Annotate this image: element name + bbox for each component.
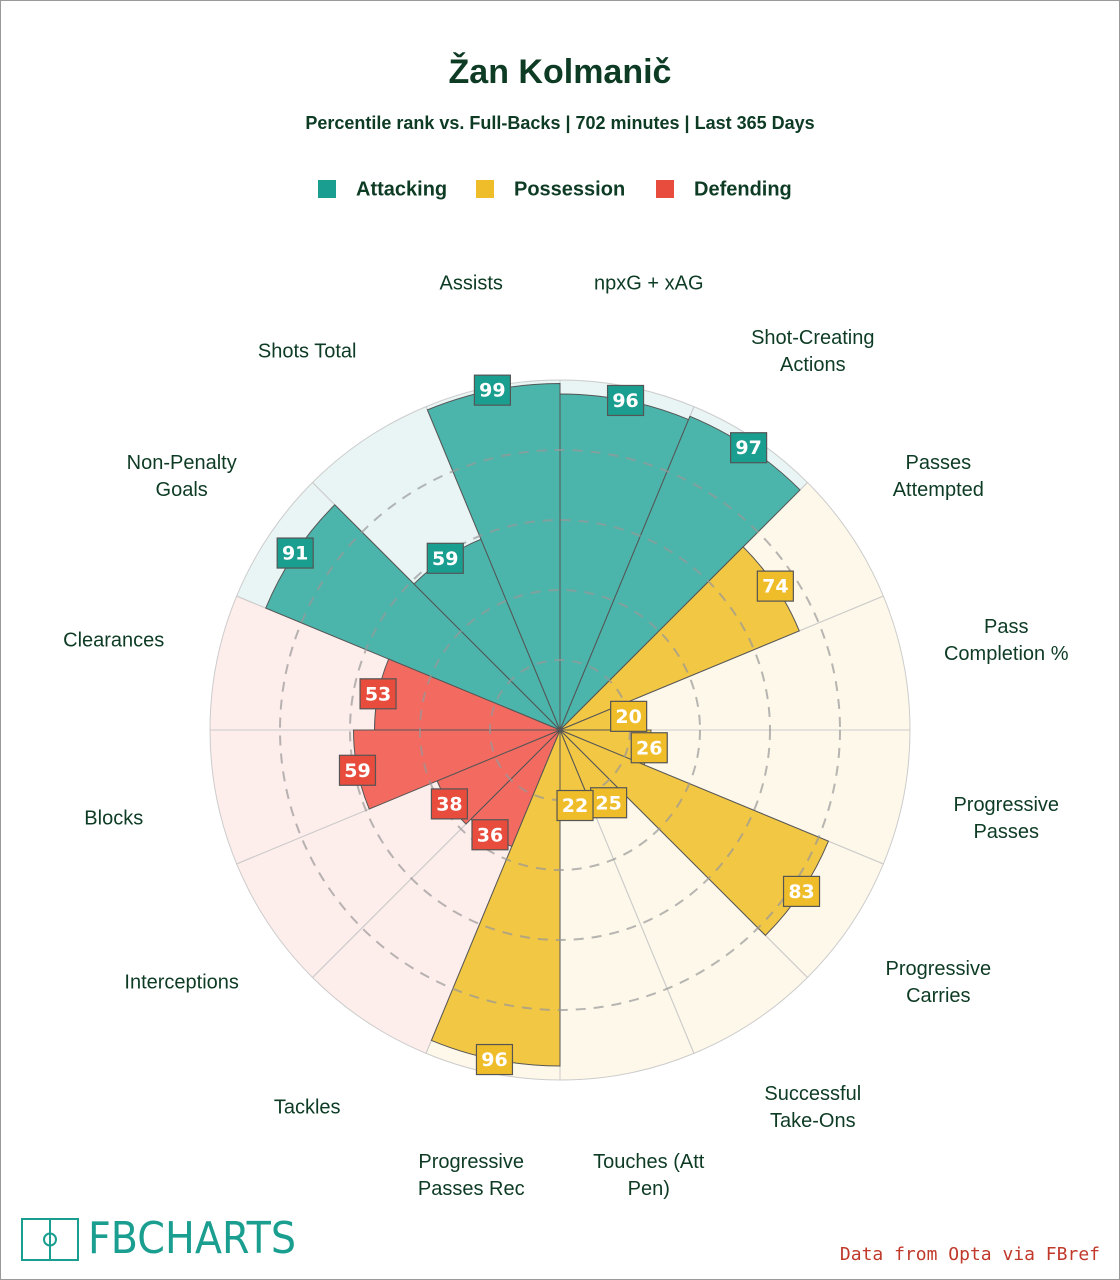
value-label: 96 (612, 390, 638, 412)
value-label: 26 (636, 737, 662, 759)
background-slice (559, 729, 911, 865)
category-label: Clearances (63, 629, 165, 652)
grid-ring (349, 519, 771, 941)
value-box (606, 384, 645, 417)
value-label: 22 (562, 795, 588, 817)
grid-ring (419, 589, 701, 871)
value-label: 74 (762, 576, 788, 598)
logo-text: FBCHARTS (88, 1213, 296, 1264)
value-labels: 91 59 99 96 97 74 20 26 83 25 22 96 36 38 59 53 (276, 374, 821, 1076)
bars (265, 382, 830, 1067)
legend-swatch (656, 180, 674, 198)
value-box (338, 754, 377, 786)
value-label: 20 (615, 706, 641, 728)
value-box (471, 819, 509, 851)
value-box (359, 678, 397, 710)
value-box (730, 432, 768, 464)
category-label: Shot-Creating Actions (751, 326, 875, 376)
value-label: 59 (344, 760, 370, 782)
value-label: 25 (595, 792, 621, 814)
value-label: 38 (436, 793, 462, 815)
category-label: Progressive Carries (885, 957, 992, 1007)
value-label: 83 (788, 881, 814, 903)
category-label: Interceptions (124, 971, 239, 994)
category-label: Tackles (273, 1096, 341, 1119)
value-label: 96 (481, 1049, 507, 1071)
value-label: 97 (735, 437, 761, 459)
chart-title: Žan Kolmanič (449, 53, 672, 91)
category-label: Touches (Att Pen) (593, 1151, 705, 1201)
category-label: Blocks (84, 807, 144, 830)
value-box (556, 789, 594, 822)
value-box (630, 732, 668, 764)
value-box (782, 875, 821, 907)
category-label: npxG + xAG (594, 272, 704, 295)
background-slice (559, 595, 911, 731)
value-box (590, 787, 628, 819)
chart-subtitle: Percentile rank vs. Full-Backs | 702 min… (305, 113, 814, 133)
category-label: Progressive Passes (953, 793, 1060, 843)
logo: FBCHARTS (21, 1213, 296, 1264)
grid-ring (279, 449, 841, 1011)
value-box (475, 1043, 514, 1076)
value-label: 36 (477, 824, 503, 846)
source: Data from Opta via FBref (840, 1244, 1100, 1265)
category-label: Progressive Passes Rec (417, 1151, 525, 1201)
value-label: 99 (479, 380, 505, 402)
value-box (610, 700, 648, 732)
legend-label: Defending (694, 178, 792, 200)
value-label: 91 (282, 543, 308, 565)
value-box (426, 542, 464, 574)
value-label: 59 (432, 548, 458, 570)
category-label: Assists (439, 272, 503, 295)
legend-swatch (476, 180, 494, 198)
value-box (276, 537, 314, 569)
value-label: 53 (365, 683, 391, 705)
category-label: Passes Attempted (892, 452, 984, 502)
value-box (756, 570, 794, 602)
category-label: Pass Completion % (943, 616, 1069, 666)
category-label: Shots Total (257, 340, 357, 363)
legend-label: Possession (514, 178, 625, 200)
category-label: Non-Penalty Goals (126, 452, 237, 502)
legend-swatch (318, 180, 336, 198)
legend-label: Attacking (356, 178, 447, 200)
value-box (430, 788, 469, 820)
category-label: Successful Take-Ons (764, 1083, 862, 1133)
value-box (473, 374, 512, 406)
